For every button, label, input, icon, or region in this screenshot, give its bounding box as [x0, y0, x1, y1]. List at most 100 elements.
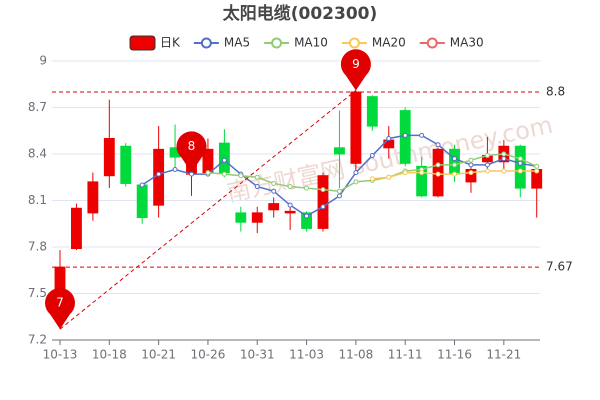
ma-point	[435, 171, 441, 177]
candle-body	[251, 212, 263, 223]
legend-label: MA20	[372, 36, 406, 50]
legend-label: 日K	[160, 36, 181, 50]
ma-point	[287, 202, 293, 208]
ma-point	[336, 193, 342, 199]
marker-pin	[176, 131, 207, 173]
y-tick-label: 8.7	[28, 100, 47, 114]
legend-swatch	[200, 37, 212, 49]
y-tick-label: 7.5	[28, 286, 47, 300]
candle-body	[284, 210, 296, 214]
legend-swatch	[129, 35, 156, 51]
candle-body	[350, 91, 362, 164]
ma-point	[468, 162, 474, 168]
legend-swatch	[426, 37, 438, 49]
x-tick-label: 10-31	[240, 348, 275, 362]
ma-point	[205, 170, 211, 176]
candle-body	[268, 203, 280, 211]
ma-point	[468, 157, 474, 163]
x-tick-label: 10-21	[141, 348, 176, 362]
reference-label: 8.8	[546, 85, 565, 99]
candle-body	[136, 184, 148, 219]
ma-point	[419, 132, 425, 138]
reference-label: 7.67	[546, 260, 573, 274]
marker-pin	[340, 49, 371, 91]
candle-body	[416, 165, 428, 197]
marker-pin	[45, 287, 75, 330]
ma-point	[484, 168, 490, 174]
x-tick-label: 10-18	[92, 348, 127, 362]
ma-point	[452, 171, 458, 177]
candle-body	[301, 212, 313, 229]
ma-point	[271, 188, 277, 194]
ma-point	[386, 174, 392, 180]
ma-point	[369, 176, 375, 182]
trend-line	[59, 90, 357, 330]
ma-point	[353, 170, 359, 176]
ma-point	[156, 171, 162, 177]
ma-point	[386, 136, 392, 141]
ma-point	[336, 188, 342, 194]
candle-body	[449, 148, 460, 175]
candle-body	[366, 96, 378, 127]
x-tick-label: 11-21	[486, 348, 521, 362]
ma-point	[501, 151, 507, 157]
ma-point	[402, 132, 408, 138]
ma-point	[254, 174, 260, 180]
ma-point	[189, 171, 195, 177]
ma-point	[221, 157, 227, 163]
x-tick-label: 10-26	[191, 348, 226, 362]
ma-point	[353, 179, 359, 185]
y-tick-label: 8.1	[28, 193, 47, 207]
ma-point	[271, 180, 277, 186]
ma-point	[254, 184, 260, 190]
ma-point	[517, 156, 523, 162]
legend-swatch	[348, 37, 360, 49]
x-tick-label: 11-03	[289, 348, 324, 362]
ma-point	[139, 182, 145, 188]
y-tick-label: 8.4	[28, 147, 47, 161]
legend-swatch	[271, 37, 283, 49]
y-tick-label: 7.2	[28, 333, 47, 347]
legend-label: MA5	[224, 36, 250, 50]
ma-point	[419, 170, 425, 176]
ma-point	[221, 171, 227, 177]
ma-point	[468, 170, 474, 176]
candle-body	[514, 145, 526, 189]
ma-point	[435, 162, 441, 168]
x-tick-label: 10-13	[43, 348, 78, 362]
ma-point	[320, 187, 326, 193]
candle-body	[103, 138, 115, 177]
legend-label: MA30	[450, 36, 484, 50]
candle-body	[87, 181, 99, 214]
x-tick-label: 11-16	[437, 348, 472, 362]
ma-point	[534, 168, 540, 174]
ma-point	[238, 173, 244, 179]
x-tick-label: 11-08	[338, 348, 373, 362]
ma-point	[369, 153, 375, 159]
ma-point	[501, 156, 507, 162]
x-tick-label: 11-11	[388, 348, 423, 362]
ma-point	[452, 162, 458, 168]
chart-title: 太阳电缆(002300)	[223, 3, 378, 24]
ma-point	[484, 153, 490, 159]
candle-body	[71, 207, 82, 250]
ma-point	[287, 184, 293, 190]
ma-point	[320, 204, 326, 210]
candle-body	[465, 169, 477, 183]
ma-point	[484, 162, 490, 168]
y-tick-label: 7.8	[28, 240, 47, 254]
ma-point	[501, 168, 507, 174]
ma-point	[517, 160, 523, 166]
ma-point	[304, 185, 310, 191]
marker-label: 9	[352, 57, 360, 71]
candle-body	[235, 212, 247, 223]
ma-point	[517, 168, 523, 174]
y-tick-label: 9	[39, 54, 47, 68]
ma-point	[435, 142, 441, 148]
marker-label: 8	[188, 139, 196, 153]
candle-body	[334, 147, 345, 155]
legend-label: MA10	[294, 36, 328, 50]
candle-body	[317, 175, 329, 229]
candle-body	[120, 145, 132, 184]
